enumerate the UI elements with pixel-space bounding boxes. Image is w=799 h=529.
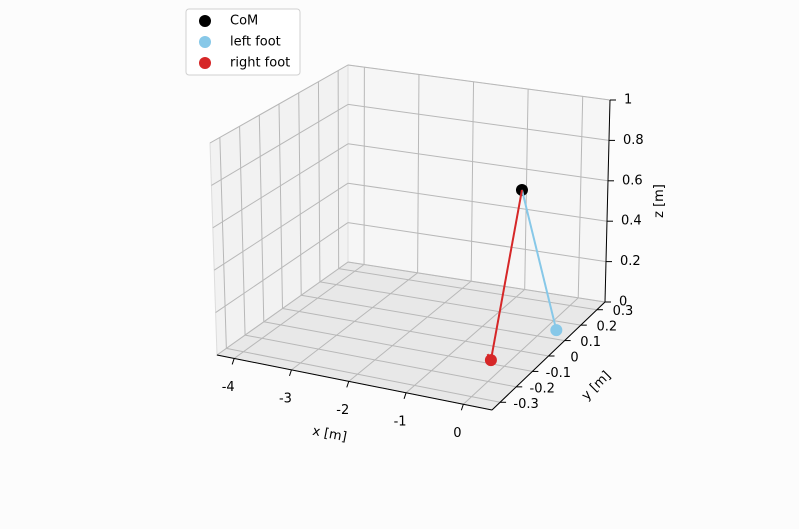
- grid-line: [338, 268, 598, 311]
- legend-marker: [199, 15, 211, 27]
- z-tick-label: 1: [624, 93, 632, 108]
- legend-label: right foot: [230, 56, 290, 71]
- grid-line: [216, 261, 349, 356]
- z-tick-label: 0.8: [623, 133, 644, 148]
- y-tick-label: 0.2: [596, 320, 617, 335]
- grid-line: [258, 115, 265, 322]
- x-axis-label: x [m]: [311, 424, 348, 445]
- grid-line: [211, 103, 349, 186]
- grid-line: [213, 182, 349, 271]
- grid-line: [347, 261, 606, 303]
- tick-mark: [346, 381, 350, 388]
- grid-line: [282, 308, 549, 357]
- legend-marker: [199, 36, 211, 48]
- grid-line: [347, 143, 609, 182]
- z-axis-label: z [m]: [652, 184, 667, 218]
- back-pane: [347, 64, 611, 303]
- legend: CoM left foot right foot: [185, 8, 301, 76]
- z-axis: [604, 99, 611, 303]
- grid-line: [470, 81, 475, 282]
- y-tick-label: -0.1: [546, 366, 571, 381]
- grid-line: [239, 126, 246, 336]
- tick-mark: [231, 358, 235, 365]
- grid-line: [347, 64, 611, 101]
- grid-line: [209, 64, 349, 144]
- tick-mark: [460, 404, 464, 411]
- grid-line: [347, 222, 607, 263]
- point: [484, 354, 497, 367]
- grid-line: [319, 281, 581, 326]
- y-tick-label: 0.3: [613, 304, 634, 319]
- grid-line: [219, 137, 227, 349]
- grid-line: [226, 347, 501, 403]
- legend-label: CoM: [230, 14, 258, 29]
- grid-line: [215, 222, 349, 314]
- grid-line: [577, 96, 584, 298]
- x-tick-label: -4: [222, 380, 235, 395]
- x-tick-label: -3: [279, 391, 292, 406]
- leg-line: [520, 189, 558, 331]
- grid-line: [347, 103, 610, 141]
- tick-mark: [403, 392, 407, 399]
- legend-label: left foot: [230, 35, 281, 50]
- grid-line: [298, 92, 302, 296]
- leg-line: [489, 189, 523, 361]
- point: [550, 324, 563, 337]
- y-axis: [491, 301, 606, 411]
- y-tick-label: 0: [570, 351, 578, 366]
- z-tick-label: 0.2: [620, 254, 641, 269]
- legend-marker: [199, 57, 211, 69]
- grid-line: [347, 182, 608, 222]
- grid-line: [244, 334, 517, 388]
- x-axis: [216, 354, 493, 411]
- grid-line: [317, 81, 321, 282]
- z-tick-label: 0.6: [622, 173, 643, 188]
- grid-line: [337, 70, 340, 269]
- x-tick-label: -2: [336, 403, 349, 418]
- y-tick-label: 0.1: [580, 335, 601, 350]
- grid-line: [278, 103, 283, 309]
- y-tick-label: -0.2: [530, 381, 555, 396]
- z-tick-label: 0: [619, 295, 627, 310]
- z-tick-label: 0.4: [621, 214, 642, 229]
- legend-box: [185, 8, 301, 76]
- x-tick-label: -1: [394, 414, 407, 429]
- grid-line: [301, 294, 565, 342]
- grid-line: [417, 74, 420, 273]
- grid-line: [212, 143, 349, 229]
- x-tick-label: 0: [453, 426, 461, 441]
- tick-mark: [289, 369, 292, 377]
- y-tick-label: -0.3: [513, 397, 538, 412]
